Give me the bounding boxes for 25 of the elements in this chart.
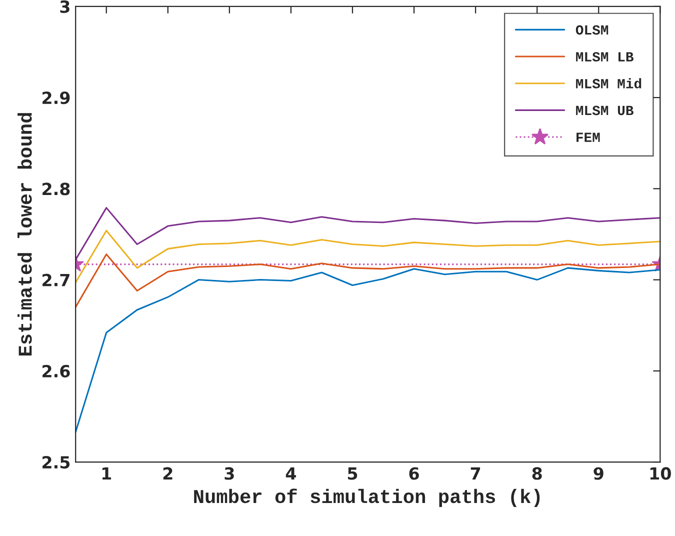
y-tick-label: 2.5	[42, 456, 70, 469]
x-tick-label: 10	[650, 467, 671, 480]
x-tick-label: 8	[532, 467, 542, 480]
legend-label: FEM	[576, 132, 600, 142]
y-tick-label: 2.6	[42, 364, 70, 378]
legend-label: OLSM	[576, 25, 608, 35]
x-tick-label: 3	[224, 467, 234, 480]
y-tick-label: 2.8	[42, 182, 70, 196]
line-series	[76, 230, 660, 284]
x-tick-label: 9	[594, 467, 604, 480]
x-tick-label: 1	[102, 467, 112, 480]
x-tick-label: 4	[286, 467, 296, 480]
y-tick-label: 2.7	[42, 274, 70, 286]
y-tick-label: 3	[60, 0, 70, 13]
legend-label: MLSM LB	[576, 52, 634, 62]
x-tick-label: 2	[163, 467, 172, 480]
x-tick-label: 5	[348, 467, 358, 480]
x-axis-title: Number of simulation paths (k)	[194, 488, 540, 507]
legend-label: MLSM Mid	[576, 78, 642, 88]
y-axis-title: Estimated lower bound	[18, 113, 32, 356]
y-tick-label: 2.9	[42, 92, 70, 104]
x-tick-label: 6	[409, 467, 419, 480]
legend-label: MLSM UB	[576, 106, 634, 116]
x-tick-label: 7	[470, 467, 480, 480]
line-series	[76, 254, 660, 308]
